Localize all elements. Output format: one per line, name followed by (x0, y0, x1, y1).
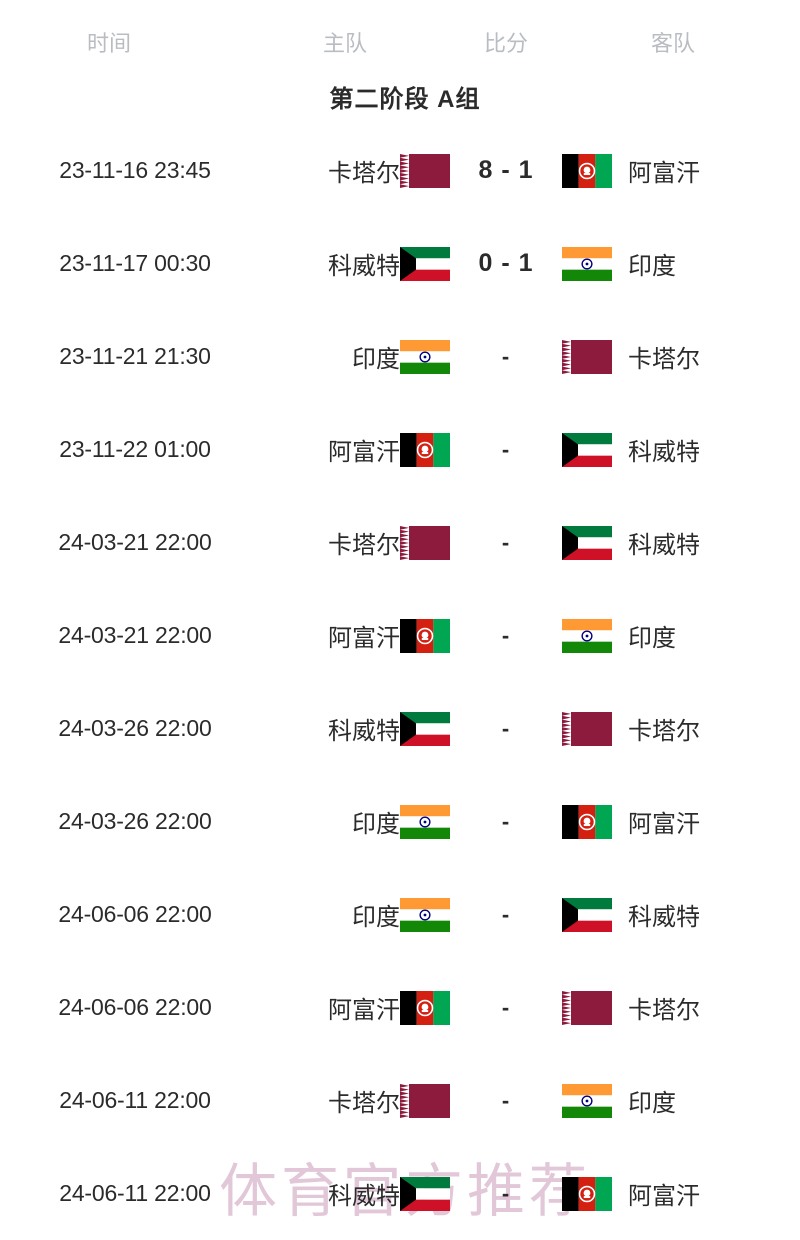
match-score: - (501, 343, 511, 369)
away-team-name: 科威特 (628, 439, 700, 466)
home-team-name: 印度 (352, 904, 400, 931)
home-team-flag-icon (400, 868, 452, 961)
match-score: - (501, 1087, 511, 1113)
away-team-flag-icon (562, 961, 614, 1054)
home-team-flag-icon (400, 403, 452, 496)
away-team-name: 阿富汗 (628, 1183, 700, 1210)
away-team-flag-icon (562, 1147, 614, 1240)
away-team-name: 印度 (628, 625, 676, 652)
home-team-name: 印度 (352, 811, 400, 838)
match-row[interactable]: 23-11-17 00:30 科威特 0 - 1 印度 (0, 217, 800, 310)
home-team-name: 卡塔尔 (328, 1090, 400, 1117)
match-score: - (501, 1180, 511, 1206)
column-header-score: 比分 (483, 31, 528, 56)
away-team-flag-icon (562, 310, 614, 403)
match-time: 24-06-06 22:00 (58, 901, 212, 927)
home-team-name: 阿富汗 (328, 439, 400, 466)
home-team-flag-icon (400, 496, 452, 589)
match-score: - (501, 901, 511, 927)
match-row[interactable]: 24-03-21 22:00 卡塔尔 - 科威特 (0, 496, 800, 589)
match-row[interactable]: 23-11-22 01:00 阿富汗 - 科威特 (0, 403, 800, 496)
match-row[interactable]: 24-03-26 22:00 印度 - 阿富汗 (0, 775, 800, 868)
home-team-flag-icon (400, 124, 452, 217)
away-team-name: 阿富汗 (628, 811, 700, 838)
home-team-name: 印度 (352, 346, 400, 373)
match-score: 0 - 1 (478, 249, 534, 277)
home-team-name: 科威特 (328, 253, 400, 280)
away-team-name: 科威特 (628, 532, 700, 559)
away-team-flag-icon (562, 217, 614, 310)
match-row[interactable]: 24-06-06 22:00 印度 - 科威特 (0, 868, 800, 961)
home-team-name: 阿富汗 (328, 625, 400, 652)
home-team-flag-icon (400, 310, 452, 403)
away-team-name: 卡塔尔 (628, 997, 700, 1024)
home-team-flag-icon (400, 589, 452, 682)
match-row[interactable]: 24-06-06 22:00 阿富汗 - 卡塔尔 (0, 961, 800, 1054)
home-team-flag-icon (400, 775, 452, 868)
match-time: 24-06-06 22:00 (58, 994, 212, 1020)
away-team-name: 科威特 (628, 904, 700, 931)
home-team-flag-icon (400, 217, 452, 310)
match-time: 23-11-17 00:30 (59, 250, 211, 276)
match-score: - (501, 994, 511, 1020)
match-time: 24-06-11 22:00 (59, 1180, 211, 1206)
home-team-name: 科威特 (328, 1183, 400, 1210)
match-score: - (501, 529, 511, 555)
column-header-time: 时间 (86, 31, 131, 56)
away-team-flag-icon (562, 775, 614, 868)
match-time: 24-06-11 22:00 (59, 1087, 211, 1113)
away-team-flag-icon (562, 682, 614, 775)
home-team-name: 卡塔尔 (328, 532, 400, 559)
table-header-row: 时间 主队 比分 客队 (0, 0, 800, 76)
away-team-name: 阿富汗 (628, 160, 700, 187)
match-row[interactable]: 24-03-26 22:00 科威特 - 卡塔尔 (0, 682, 800, 775)
column-header-home: 主队 (322, 31, 367, 56)
match-row[interactable]: 24-06-11 22:00 科威特 - 阿富汗 (0, 1147, 800, 1240)
away-team-name: 印度 (628, 1090, 676, 1117)
group-title: 第二阶段 A组 (329, 86, 481, 113)
match-time: 24-03-21 22:00 (58, 622, 212, 648)
match-time: 24-03-26 22:00 (58, 715, 212, 741)
match-row[interactable]: 24-06-11 22:00 卡塔尔 - 印度 (0, 1054, 800, 1147)
match-time: 24-03-21 22:00 (58, 529, 212, 555)
match-list: 23-11-16 23:45 卡塔尔 8 - 1 阿富汗 23-11-17 00:3… (0, 124, 800, 1240)
column-header-away: 客队 (650, 31, 695, 56)
away-team-flag-icon (562, 589, 614, 682)
match-time: 23-11-16 23:45 (59, 157, 211, 183)
away-team-flag-icon (562, 868, 614, 961)
home-team-name: 卡塔尔 (328, 160, 400, 187)
home-team-flag-icon (400, 1054, 452, 1147)
match-row[interactable]: 23-11-21 21:30 印度 - 卡塔尔 (0, 310, 800, 403)
away-team-name: 卡塔尔 (628, 718, 700, 745)
away-team-name: 印度 (628, 253, 676, 280)
match-time: 24-03-26 22:00 (58, 808, 212, 834)
match-time: 23-11-21 21:30 (59, 343, 211, 369)
away-team-flag-icon (562, 403, 614, 496)
match-score: - (501, 808, 511, 834)
home-team-flag-icon (400, 682, 452, 775)
match-time: 23-11-22 01:00 (59, 436, 211, 462)
match-score: - (501, 715, 511, 741)
away-team-flag-icon (562, 1054, 614, 1147)
home-team-flag-icon (400, 1147, 452, 1240)
home-team-name: 科威特 (328, 718, 400, 745)
away-team-name: 卡塔尔 (628, 346, 700, 373)
away-team-flag-icon (562, 124, 614, 217)
away-team-flag-icon (562, 496, 614, 589)
match-score: 8 - 1 (478, 156, 534, 184)
home-team-name: 阿富汗 (328, 997, 400, 1024)
match-row[interactable]: 23-11-16 23:45 卡塔尔 8 - 1 阿富汗 (0, 124, 800, 217)
home-team-flag-icon (400, 961, 452, 1054)
match-score: - (501, 622, 511, 648)
match-score: - (501, 436, 511, 462)
match-row[interactable]: 24-03-21 22:00 阿富汗 - 印度 (0, 589, 800, 682)
